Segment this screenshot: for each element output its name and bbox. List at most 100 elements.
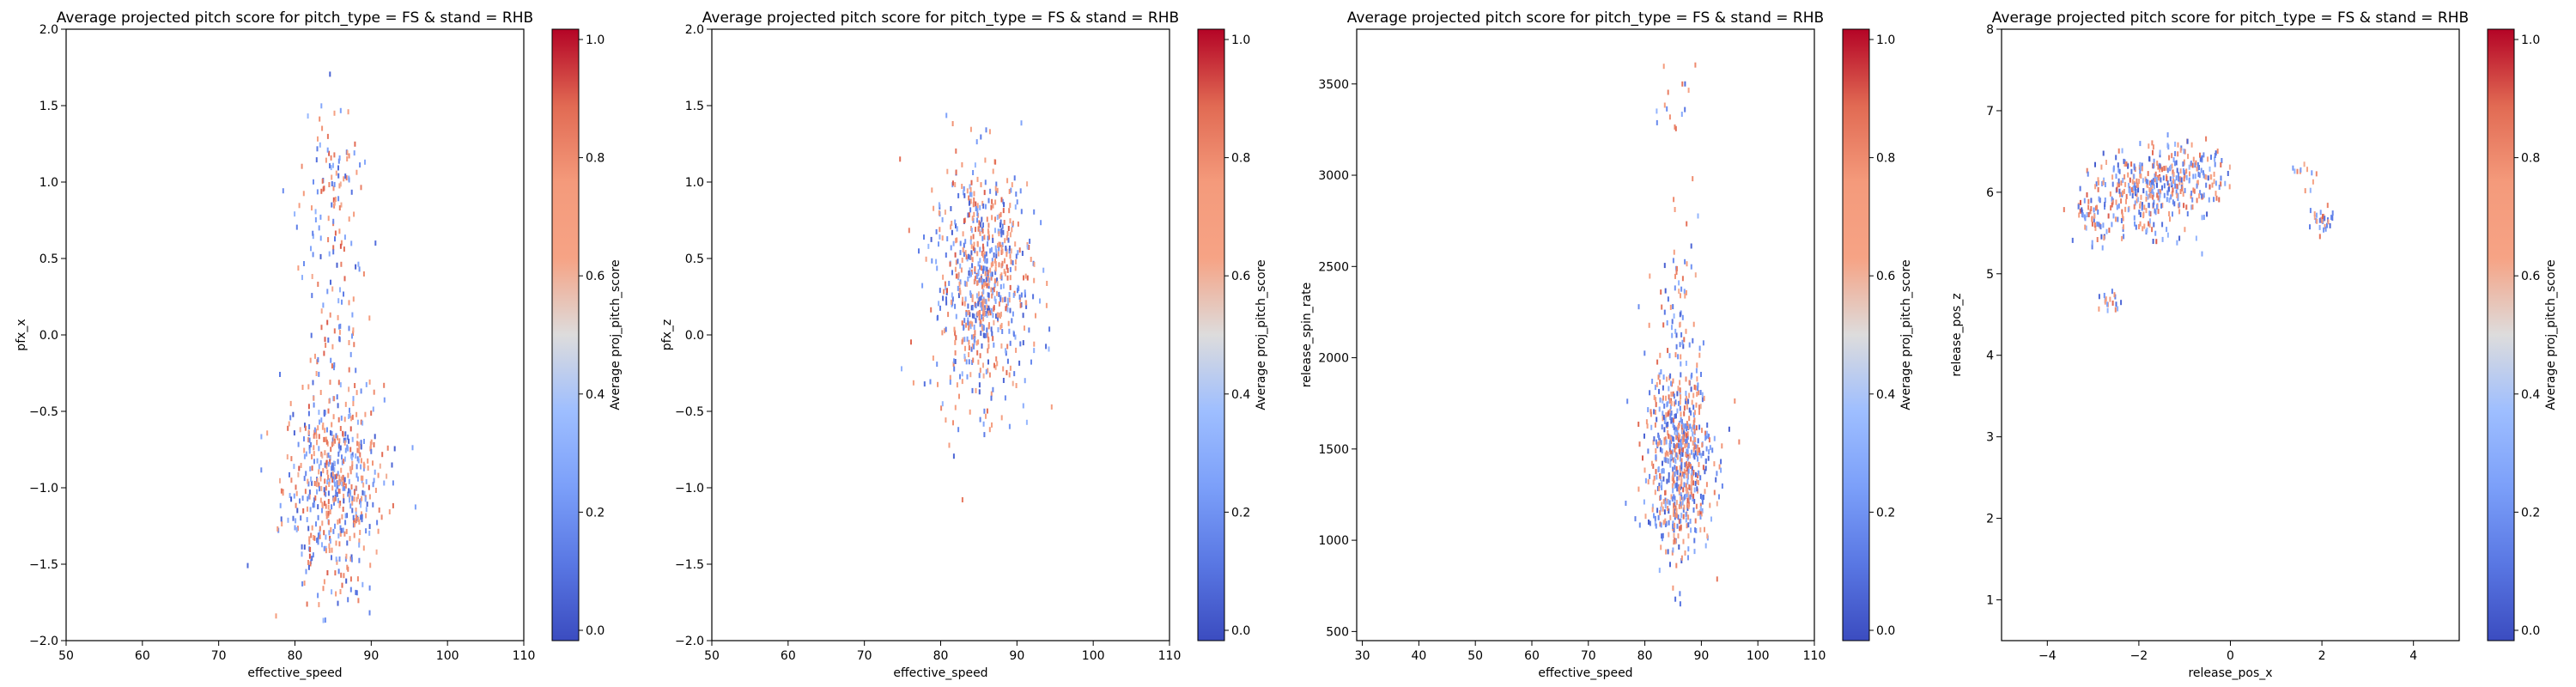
heatmap-cell — [323, 350, 325, 356]
heatmap-cell — [328, 251, 331, 257]
heatmap-cell — [331, 344, 334, 350]
x-tick-label: 90 — [1009, 649, 1024, 663]
heatmap-cell — [951, 221, 953, 226]
heatmap-cell — [1674, 495, 1676, 502]
heatmap-cell — [1020, 120, 1023, 126]
heatmap-cell — [338, 155, 341, 161]
heatmap-cell — [337, 519, 339, 525]
heatmap-cell — [344, 401, 347, 407]
heatmap-cell — [2103, 235, 2105, 241]
heatmap-cell — [1685, 398, 1687, 404]
heatmap-cell — [1015, 259, 1017, 265]
heatmap-cell — [1663, 437, 1666, 443]
heatmap-cell — [2214, 153, 2216, 158]
heatmap-cell — [1676, 430, 1679, 436]
heatmap-cell — [386, 445, 389, 451]
heatmap-cell — [290, 477, 293, 483]
heatmap-cell — [347, 491, 349, 497]
heatmap-cell — [325, 343, 327, 348]
heatmap-cell — [1671, 325, 1673, 331]
heatmap-cell — [319, 529, 321, 535]
heatmap-cell — [944, 210, 946, 216]
heatmap-cell — [1694, 437, 1697, 442]
heatmap-cell — [2139, 173, 2142, 179]
heatmap-cell — [301, 163, 303, 169]
heatmap-cell — [2152, 202, 2154, 208]
heatmap-cell — [2094, 184, 2097, 190]
heatmap-cell — [1680, 495, 1681, 502]
heatmap-cell — [963, 324, 965, 330]
y-tick-label: −2.0 — [675, 635, 704, 648]
heatmap-cell — [321, 502, 324, 508]
heatmap-cell — [1033, 277, 1036, 283]
heatmap-cell — [311, 293, 313, 299]
heatmap-cell — [1679, 601, 1681, 607]
heatmap-cell — [2205, 136, 2208, 142]
heatmap-cell — [316, 458, 319, 464]
heatmap-cell — [355, 264, 357, 270]
heatmap-cell — [2106, 301, 2109, 307]
heatmap-cell — [997, 242, 999, 248]
heatmap-cell — [954, 266, 957, 272]
heatmap-cell — [1705, 446, 1708, 452]
heatmap-cell — [1696, 486, 1698, 492]
heatmap-cell — [1691, 475, 1693, 480]
heatmap-cell — [334, 570, 337, 576]
heatmap-cell — [1004, 271, 1006, 277]
heatmap-cell — [2151, 188, 2154, 194]
heatmap-cell — [955, 169, 957, 175]
heatmap-cell — [1643, 499, 1645, 505]
heatmap-cell — [1683, 504, 1686, 510]
heatmap-cell — [1689, 423, 1692, 429]
heatmap-cell — [1703, 395, 1705, 401]
heatmap-cell — [1672, 304, 1674, 310]
heatmap-cell — [314, 353, 316, 359]
heatmap-cell — [1686, 289, 1687, 295]
heatmap-cell — [931, 187, 933, 193]
heatmap-cell — [367, 465, 369, 471]
heatmap-cell — [303, 447, 306, 453]
y-tick-label: 500 — [1326, 625, 1349, 639]
heatmap-cell — [1656, 108, 1658, 114]
heatmap-cell — [1667, 451, 1669, 457]
heatmap-cell — [945, 252, 947, 258]
heatmap-cell — [992, 336, 994, 342]
heatmap-cell — [1033, 341, 1036, 347]
heatmap-cell — [2091, 244, 2093, 250]
heatmap-cell — [2174, 161, 2176, 167]
heatmap-cell — [374, 434, 376, 440]
heatmap-cell — [998, 231, 1000, 237]
heatmap-cell — [2195, 235, 2197, 241]
heatmap-cell — [335, 484, 337, 490]
heatmap-cell — [349, 536, 351, 542]
heatmap-cell — [358, 266, 361, 272]
heatmap-cell — [369, 446, 372, 452]
heatmap-cell — [326, 147, 329, 153]
heatmap-cell — [2214, 156, 2216, 162]
heatmap-cell — [2136, 188, 2138, 194]
heatmap-cell — [2086, 212, 2088, 217]
heatmap-cell — [976, 217, 978, 223]
heatmap-cell — [1686, 441, 1688, 447]
heatmap-cell — [1687, 522, 1690, 528]
heatmap-cell — [329, 71, 331, 77]
heatmap-cell — [2181, 185, 2184, 192]
heatmap-cell — [317, 356, 319, 362]
heatmap-cell — [1690, 488, 1692, 493]
heatmap-cell — [1679, 501, 1681, 507]
heatmap-cell — [991, 198, 993, 204]
heatmap-cell — [1662, 398, 1664, 404]
heatmap-cell — [2188, 177, 2190, 183]
heatmap-cell — [343, 246, 345, 252]
heatmap-cell — [1024, 325, 1025, 331]
y-tick-label: 4 — [1986, 350, 1994, 363]
y-tick-label: −1.0 — [675, 482, 704, 495]
heatmap-cell — [976, 203, 979, 209]
heatmap-cell — [325, 491, 327, 497]
heatmap-cell — [990, 275, 993, 281]
heatmap-cell — [325, 439, 328, 445]
heatmap-cell — [330, 165, 332, 171]
heatmap-cell — [1028, 327, 1030, 333]
heatmap-cell — [1017, 250, 1019, 256]
heatmap-cell — [329, 380, 331, 386]
